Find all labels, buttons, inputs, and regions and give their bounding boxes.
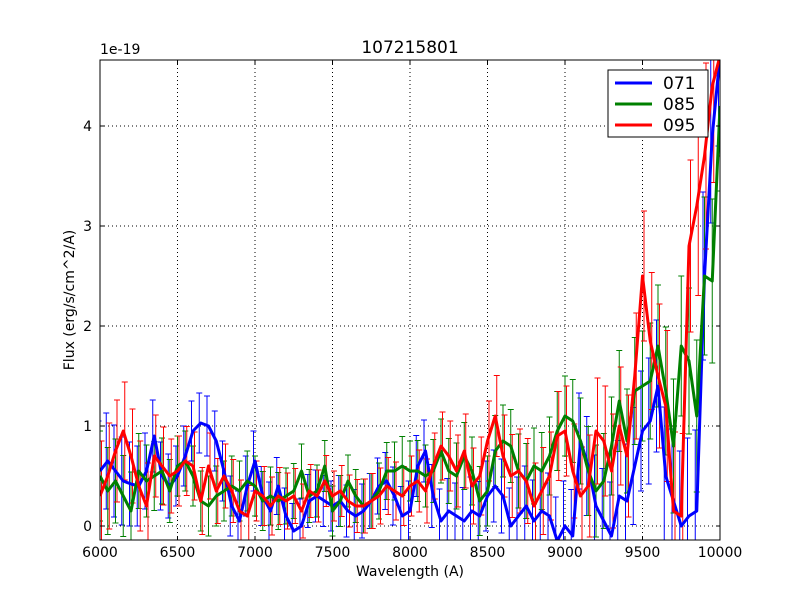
x-tick-label: 10000	[698, 545, 743, 561]
x-tick-label: 9000	[547, 545, 583, 561]
legend-label-085: 085	[663, 95, 695, 115]
y-tick-label: 4	[83, 119, 92, 135]
x-tick-label: 6000	[82, 545, 118, 561]
x-tick-label: 7000	[237, 545, 273, 561]
legend-label-095: 095	[663, 116, 695, 136]
legend-label-071: 071	[663, 74, 695, 94]
x-tick-label: 8000	[392, 545, 428, 561]
x-axis-label: Wavelength (A)	[356, 564, 464, 580]
x-tick-label: 8500	[470, 545, 506, 561]
y-tick-label: 3	[83, 219, 92, 235]
y-offset-label: 1e-19	[100, 42, 140, 58]
x-tick-label: 9500	[625, 545, 661, 561]
y-tick-label: 1	[83, 419, 92, 435]
x-tick-label: 7500	[315, 545, 351, 561]
y-tick-label: 2	[83, 319, 92, 335]
y-tick-label: 0	[83, 519, 92, 535]
chart-title: 107215801	[361, 38, 458, 58]
x-tick-label: 6500	[160, 545, 196, 561]
y-axis-label: Flux (erg/s/cm^2/A)	[62, 230, 78, 370]
